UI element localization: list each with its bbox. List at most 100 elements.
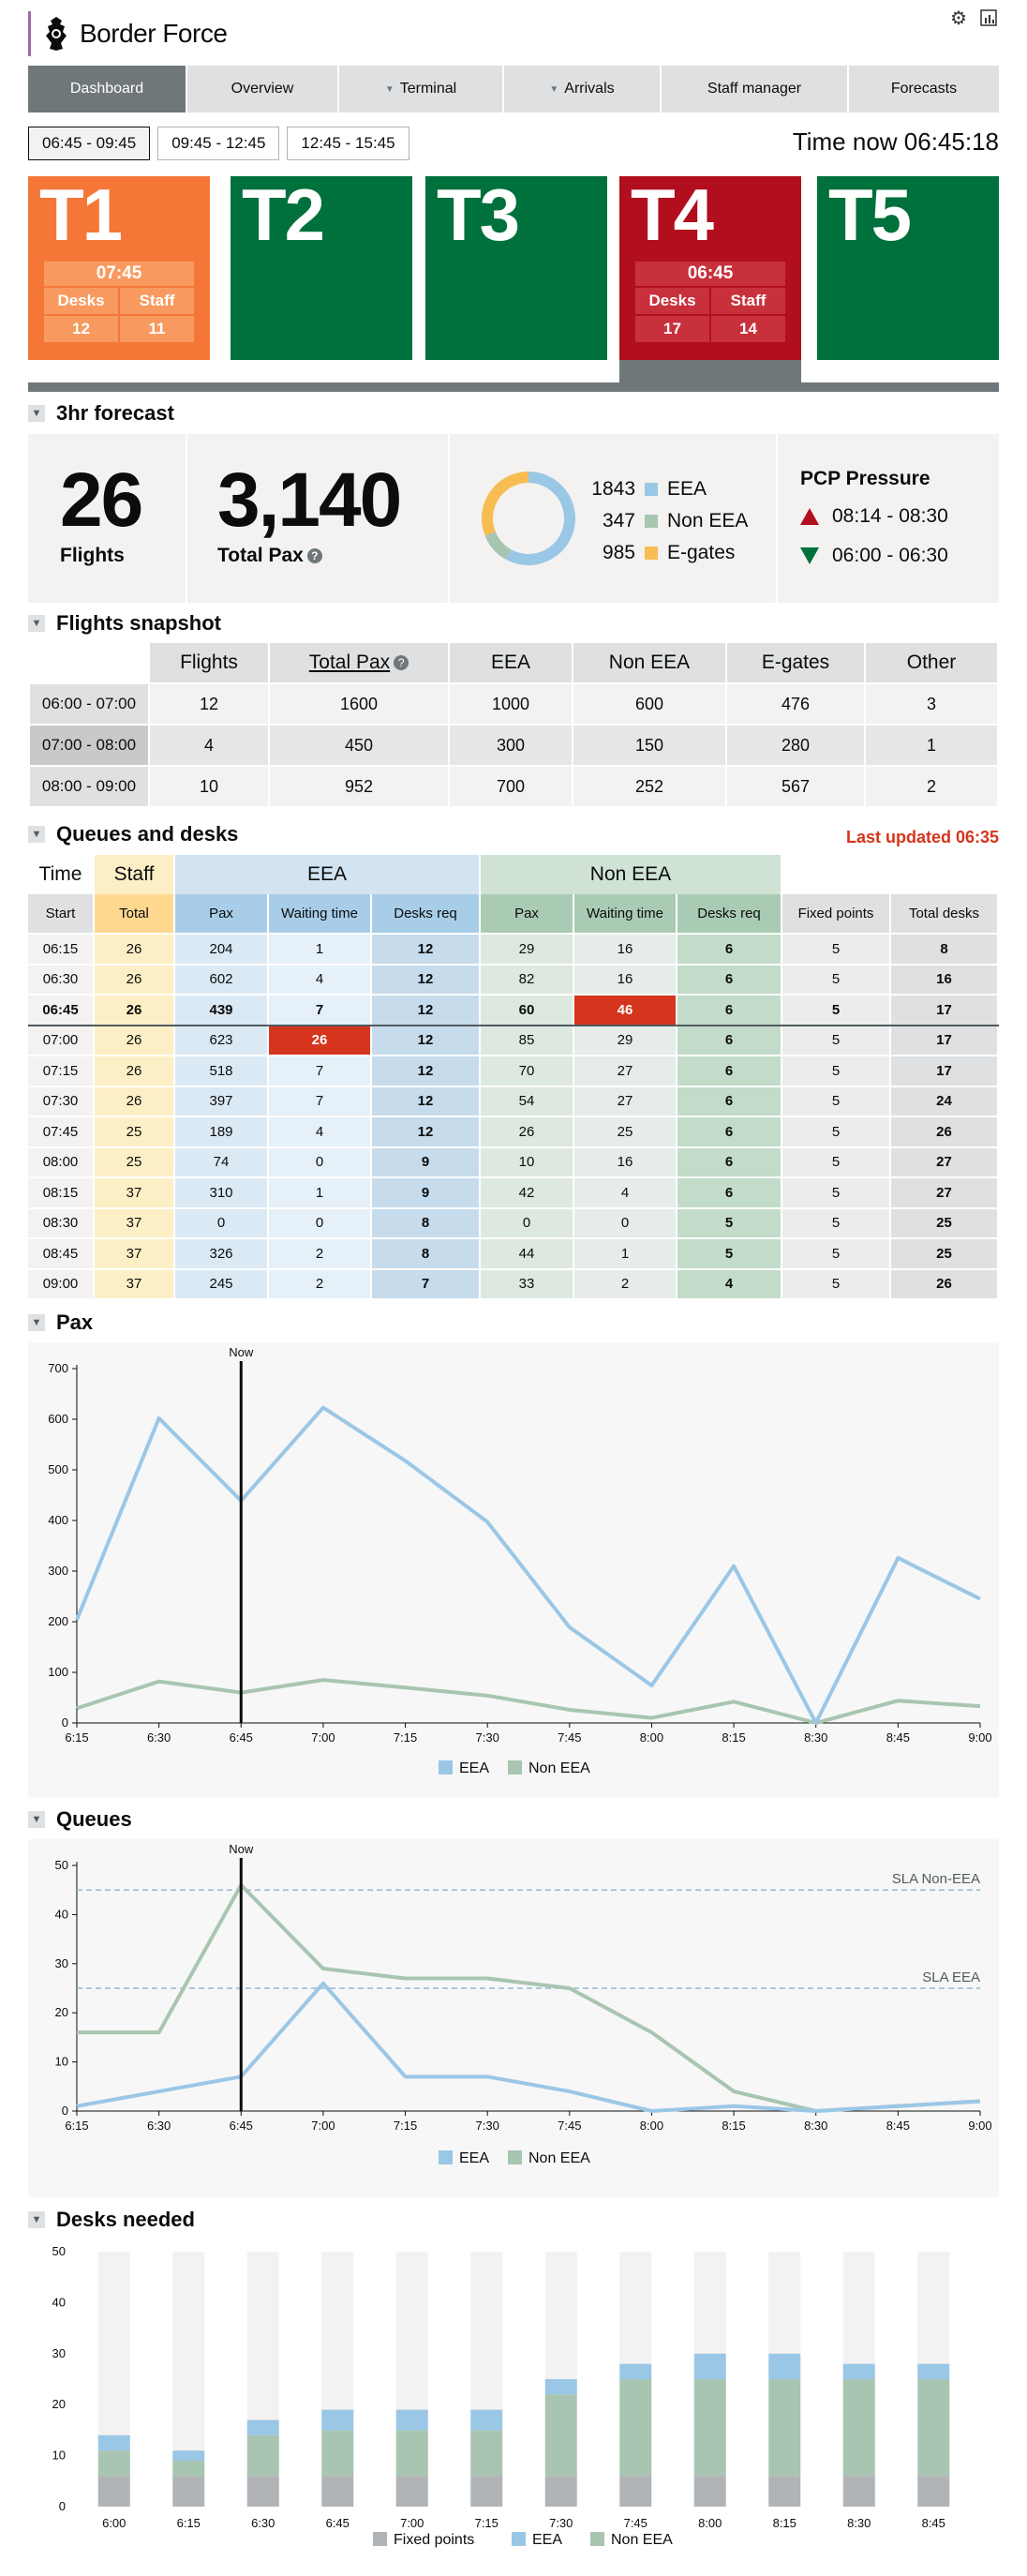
table-cell: 6 [677,1177,782,1209]
now-label: Now [229,1842,254,1856]
table-cell: 518 [174,1056,269,1087]
terminal-tile-t3[interactable]: T3 [425,173,607,360]
table-row: 09:00 37 245 2 7 33 2 4 5 26 [28,1268,999,1300]
x-tick-label: 6:00 [102,2516,126,2530]
x-tick-label: 6:15 [177,2516,201,2530]
table-cell: 33 [480,1268,574,1300]
table-cell: 5 [781,1238,891,1270]
non-eea-count: 347 [602,510,635,532]
bar-segment-fixed-points [768,2476,801,2507]
non-eea-label: Non EEA [667,510,749,532]
y-tick-label: 40 [52,2295,66,2309]
time-range-button[interactable]: 09:45 - 12:45 [157,127,280,160]
table-cell: 252 [572,765,727,808]
terminal-tile-t4[interactable]: T4 06:45 Desks Staff 17 14 [619,173,801,360]
table-cell: 26 [890,1268,999,1300]
table-cell: 7 [268,994,372,1026]
table-cell: 567 [725,765,866,808]
info-icon[interactable]: ? [394,655,409,671]
nav-staff-manager[interactable]: Staff manager [662,66,849,112]
table-row: 07:30 26 397 7 12 54 27 6 5 24 [28,1086,999,1117]
table-cell: 37 [94,1268,175,1300]
pcp-high-range: 08:14 - 08:30 [832,505,948,527]
queues-chart-svg: 0 10 20 30 40 50 6:15 6:30 6:45 7:00 7:15 7:30 7:45 8… [55,1842,992,2166]
eea-swatch [645,483,658,496]
nav-forecasts[interactable]: Forecasts [849,66,999,112]
section-pax[interactable]: ▼ Pax [28,1310,93,1335]
sub-header: Start [28,894,95,935]
x-tick-label: 8:00 [640,2119,663,2133]
bar-segment-eea [693,2353,726,2379]
y-tick-label: 0 [59,2499,66,2513]
time-range-button[interactable]: 12:45 - 15:45 [287,127,409,160]
bar-chart-icon[interactable] [978,7,999,28]
selected-terminal-tab [619,360,801,382]
nav-arrivals[interactable]: ▼ Arrivals [504,66,662,112]
column-header-text: Total Pax [308,651,391,673]
table-cell: 1 [268,1177,372,1209]
table-cell: 27 [890,1177,999,1209]
terminal-tile-t5[interactable]: T5 [817,173,999,360]
table-cell: 29 [573,1025,677,1056]
section-flights-snapshot[interactable]: ▼ Flights snapshot [28,611,221,636]
table-cell: 60 [480,994,574,1026]
nav-terminal[interactable]: ▼ Terminal [339,66,504,112]
table-cell: 12 [371,934,481,966]
group-header-non-eea: Non EEA [480,855,782,894]
non-eea-swatch [645,515,658,528]
sub-header: Desks req [677,894,782,935]
desks-chart-svg: 0 10 20 30 40 50 6:00 6:15 6:30 6:45 7:00 7:15 7:30 7… [52,2244,950,2548]
y-tick-label: 50 [52,2244,66,2258]
staff-label: Staff [711,288,785,314]
desks-value: 12 [44,316,118,342]
table-cell: 245 [174,1268,269,1300]
table-cell: 25 [890,1207,999,1239]
group-header-staff: Staff [94,855,175,894]
column-header: Flights [148,641,270,684]
x-tick-label: 6:45 [326,2516,350,2530]
table-cell: 5 [677,1207,782,1239]
legend-label-eea: EEA [459,1760,489,1776]
queues-chart: 0 10 20 30 40 50 6:15 6:30 6:45 7:00 7:15 7:30 7:45 8… [28,1839,999,2197]
time-range-button[interactable]: 06:45 - 09:45 [28,127,151,160]
terminal-tile-t1[interactable]: T1 07:45 Desks Staff 12 11 [28,173,210,360]
section-desks[interactable]: ▼ Desks needed [28,2208,195,2232]
table-cell: 7 [371,1268,481,1300]
table-cell: 2 [864,765,999,808]
nav-label: Arrivals [564,81,615,97]
table-cell: 6 [677,1116,782,1148]
table-cell: 74 [174,1146,269,1178]
gear-icon[interactable]: ⚙ [950,7,967,29]
table-cell: 12 [371,964,481,996]
table-cell: 54 [480,1086,574,1117]
x-tick-label: 7:45 [558,1730,581,1745]
now-label: Now [229,1345,254,1359]
section-queues[interactable]: ▼ Queues [28,1807,132,1832]
y-tick-label: 400 [48,1513,68,1527]
queues-desks-table: Time Staff EEA Non EEA Start Total Pax W… [28,855,999,1300]
bar-segment-fixed-points [321,2476,354,2507]
section-queues-desks[interactable]: ▼ Queues and desks [28,822,238,846]
nav-label: Terminal [399,81,457,97]
y-tick-label: 20 [52,2397,66,2411]
terminal-tile-t2[interactable]: T2 [231,173,412,360]
x-tick-label: 8:45 [922,2516,945,2530]
nav-dashboard[interactable]: Dashboard [28,66,187,112]
alert-time: 07:45 [44,262,194,286]
period-cell: 08:00 - 09:00 [28,765,150,808]
collapse-icon: ▼ [28,2211,45,2228]
table-cell: 26 [94,1025,175,1056]
nav-overview[interactable]: Overview [187,66,339,112]
terminal-name: T3 [437,173,520,256]
info-icon[interactable]: ? [306,548,322,564]
staff-value: 14 [711,316,785,342]
brand[interactable]: Border Force [28,11,228,56]
bar-segment-fixed-points [544,2476,577,2507]
y-tick-label: 100 [48,1665,68,1679]
bar-segment-fixed-points [246,2476,279,2507]
legend-swatch-non-eea [508,2150,522,2164]
section-forecast[interactable]: ▼ 3hr forecast [28,401,174,426]
table-cell: 10 [148,765,270,808]
table-cell: 6 [677,1025,782,1056]
bar-segment-eea [321,2409,354,2431]
